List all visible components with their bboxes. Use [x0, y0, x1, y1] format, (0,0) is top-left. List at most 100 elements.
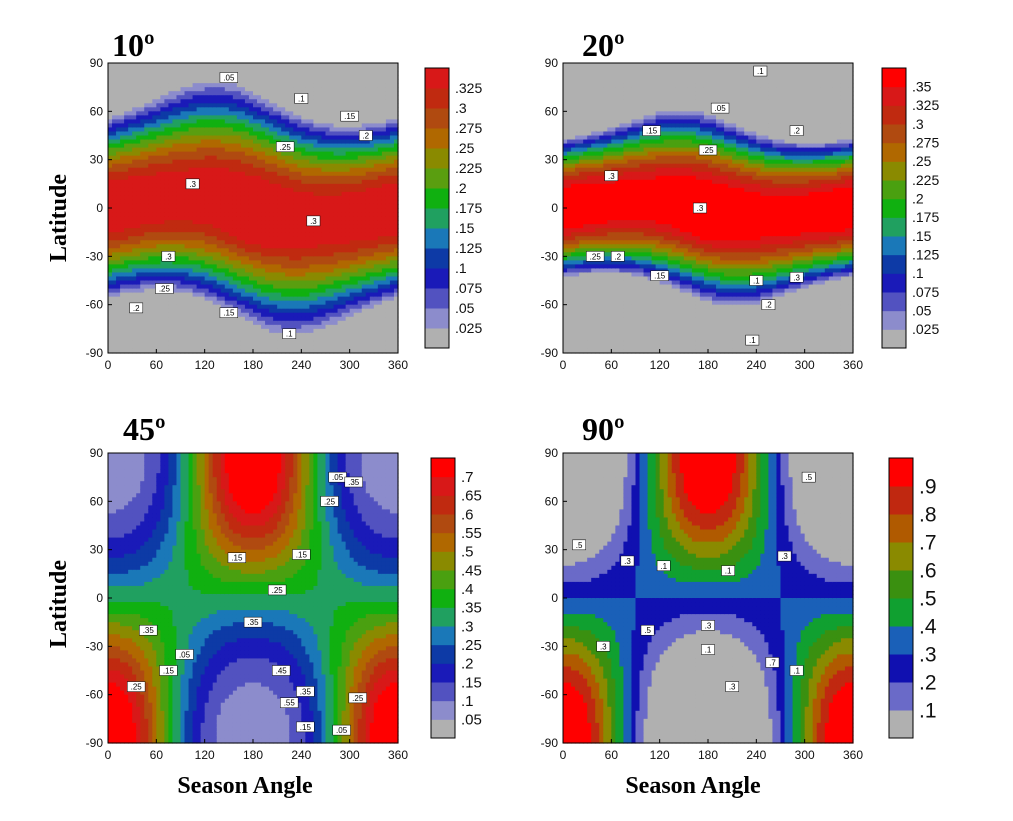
heatmap-cell [204, 91, 210, 96]
heatmap-cell [377, 107, 383, 112]
heatmap-cell [160, 163, 165, 169]
heatmap-cell [120, 260, 125, 265]
heatmap-cell [329, 183, 335, 189]
heatmap-cell [357, 119, 363, 125]
heatmap-cell [269, 272, 274, 278]
heatmap-cell [305, 276, 310, 282]
heatmap-cell [365, 127, 371, 133]
heatmap-cell [232, 111, 238, 116]
heatmap-cell [305, 268, 310, 274]
heatmap-cell [357, 63, 363, 68]
heatmap-cell [333, 300, 339, 306]
heatmap-cell [345, 187, 351, 193]
heatmap-cell [196, 135, 202, 141]
heatmap-cell [321, 167, 327, 173]
heatmap-cell [337, 151, 343, 157]
heatmap-cell [240, 195, 246, 201]
heatmap-cell [216, 115, 222, 120]
heatmap-cell [361, 216, 367, 221]
heatmap-cell [321, 199, 327, 205]
heatmap-cell [184, 99, 190, 104]
heatmap-cell [148, 183, 153, 189]
heatmap-cell [148, 127, 153, 133]
heatmap-cell [156, 79, 161, 84]
heatmap-cell [349, 147, 355, 153]
heatmap-cell [204, 111, 210, 116]
heatmap-cell [281, 187, 286, 193]
heatmap-cell [200, 119, 206, 125]
heatmap-cell [385, 115, 391, 120]
heatmap-cell [224, 340, 230, 346]
heatmap-cell [188, 199, 194, 205]
heatmap-cell [160, 344, 165, 350]
heatmap-cell [333, 336, 339, 342]
heatmap-cell [365, 316, 371, 322]
heatmap-cell [313, 67, 319, 72]
heatmap-cell [365, 240, 371, 245]
heatmap-cell [261, 224, 266, 229]
heatmap-cell [244, 300, 250, 306]
heatmap-cell [305, 336, 310, 342]
heatmap-cell [132, 340, 137, 346]
heatmap-cell [188, 316, 194, 322]
heatmap-cell [148, 135, 153, 141]
heatmap-cell [337, 171, 343, 177]
heatmap-cell [156, 159, 161, 165]
heatmap-cell [353, 195, 359, 201]
heatmap-cell [349, 280, 355, 286]
heatmap-cell [248, 75, 254, 80]
heatmap-cell [200, 232, 206, 237]
heatmap-cell [345, 252, 351, 257]
heatmap-cell [365, 284, 371, 290]
heatmap-cell [240, 63, 246, 68]
heatmap-cell [156, 264, 161, 270]
heatmap-cell [373, 212, 379, 217]
heatmap-cell [301, 87, 306, 92]
heatmap-cell [232, 348, 238, 354]
heatmap-cell [281, 63, 286, 68]
heatmap-cell [333, 107, 339, 112]
heatmap-cell [216, 276, 222, 282]
heatmap-cell [216, 228, 222, 233]
heatmap-cell [285, 272, 290, 278]
heatmap-cell [228, 264, 234, 270]
heatmap-cell [228, 167, 234, 173]
heatmap-cell [128, 139, 133, 145]
heatmap-cell [212, 228, 218, 233]
heatmap-cell [124, 199, 129, 205]
heatmap-cell [345, 268, 351, 274]
heatmap-cell [281, 236, 286, 241]
heatmap-cell [361, 103, 367, 108]
heatmap-cell [200, 139, 206, 145]
heatmap-cell [132, 111, 137, 116]
heatmap-cell [204, 135, 210, 141]
heatmap-cell [128, 199, 133, 205]
heatmap-cell [377, 240, 383, 245]
heatmap-cell [144, 63, 149, 68]
heatmap-cell [309, 103, 315, 108]
heatmap-cell [273, 232, 278, 237]
heatmap-cell [273, 256, 278, 261]
heatmap-cell [136, 63, 141, 68]
heatmap-cell [285, 135, 290, 141]
heatmap-cell [168, 268, 174, 274]
heatmap-cell [136, 183, 141, 189]
heatmap-cell [208, 316, 214, 322]
heatmap-cell [168, 260, 174, 265]
heatmap-cell [164, 296, 170, 302]
heatmap-cell [313, 316, 319, 322]
heatmap-cell [293, 340, 298, 346]
heatmap-cell [220, 183, 226, 189]
heatmap-cell [108, 224, 113, 229]
heatmap-cell [301, 195, 306, 201]
heatmap-cell [385, 111, 391, 116]
heatmap-cell [265, 115, 270, 120]
heatmap-cell [180, 139, 186, 145]
heatmap-cell [120, 244, 125, 249]
heatmap-cell [156, 236, 161, 241]
heatmap-cell [108, 75, 113, 80]
heatmap-cell [212, 179, 218, 185]
heatmap-cell [184, 260, 190, 265]
heatmap-cell [341, 260, 347, 265]
heatmap-cell [112, 187, 117, 193]
